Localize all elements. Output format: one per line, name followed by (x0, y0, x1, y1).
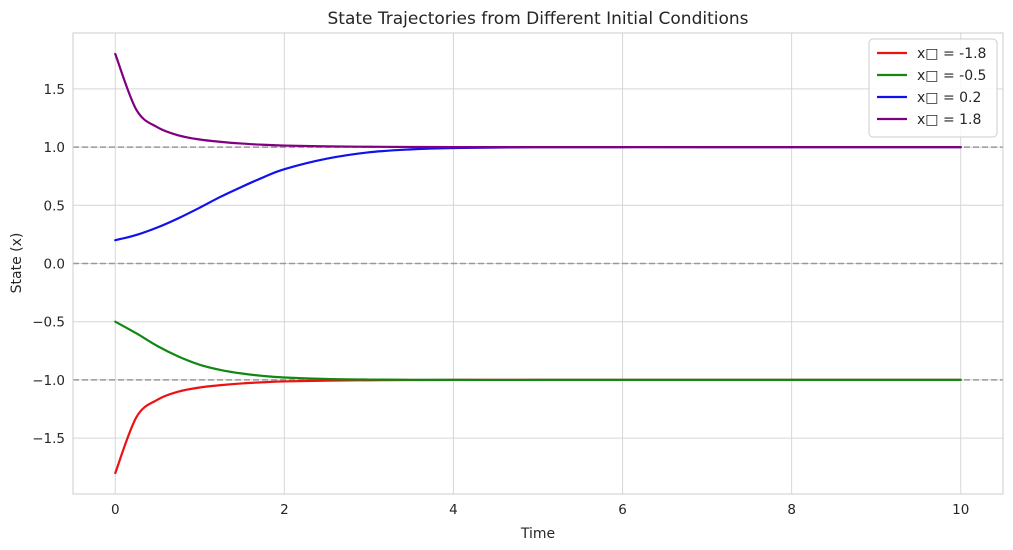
legend-label: x□ = 0.2 (917, 90, 981, 106)
y-tick-label: 1.5 (44, 82, 65, 98)
chart-title: State Trajectories from Different Initia… (327, 9, 748, 29)
x-axis-label: Time (520, 526, 555, 542)
x-tick-label: 0 (111, 502, 120, 518)
legend-label: x□ = -0.5 (917, 68, 986, 84)
x-tick-label: 8 (787, 502, 796, 518)
series-layer (114, 52, 962, 475)
y-tick-label: −1.5 (32, 431, 65, 447)
tick-labels: 0 2 4 6 8 10 −1.5 −1.0 −0.5 0.0 0.5 1.0 1.5 (32, 82, 969, 518)
y-tick-label: 1.0 (44, 140, 65, 156)
y-tick-label: −0.5 (32, 315, 65, 331)
y-tick-label: 0.5 (44, 198, 65, 214)
x-tick-label: 2 (280, 502, 289, 518)
x-tick-label: 10 (952, 502, 969, 518)
series-line-2 (114, 320, 962, 382)
x-tick-label: 6 (618, 502, 627, 518)
legend-label: x□ = 1.8 (917, 112, 981, 128)
plot-frame (72, 32, 1004, 495)
x-tick-label: 4 (449, 502, 458, 518)
y-tick-label: −1.0 (32, 373, 65, 389)
series-line-4 (114, 52, 962, 149)
legend: x□ = -1.8 x□ = -0.5 x□ = 0.2 x□ = 1.8 (868, 38, 998, 138)
legend-box (868, 38, 998, 138)
legend-label: x□ = -1.8 (917, 46, 986, 62)
y-tick-label: 0.0 (44, 257, 65, 273)
y-axis-label: State (x) (9, 233, 25, 294)
